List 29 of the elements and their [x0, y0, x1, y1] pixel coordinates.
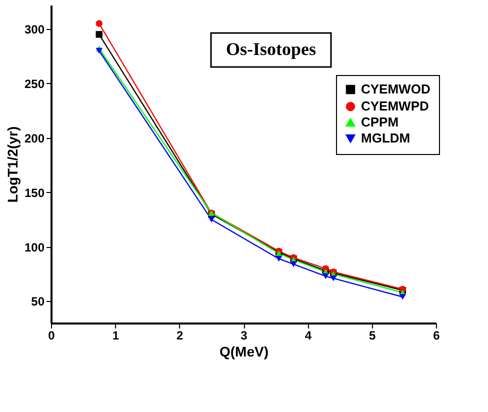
- annotation: Os-Isotopes: [226, 39, 316, 59]
- x-tick-label: 2: [176, 328, 184, 342]
- point: [275, 256, 282, 262]
- point: [330, 275, 337, 282]
- y-tick-label: 50: [31, 294, 45, 309]
- x-tick-label: 6: [433, 328, 440, 342]
- x-axis-title: Q(MeV): [220, 344, 268, 360]
- legend-label: CPPM: [361, 114, 399, 130]
- point: [208, 216, 215, 222]
- x-tick-label: 3: [240, 328, 248, 342]
- point: [96, 48, 102, 54]
- legend-label: CYEMWPD: [361, 98, 429, 114]
- legend-label: MGLDM: [361, 130, 410, 146]
- point: [322, 273, 329, 280]
- point: [96, 20, 102, 27]
- y-axis-title: LogT1/2(yr): [4, 126, 20, 203]
- y-tick-label: 200: [24, 131, 45, 146]
- y-tick-label: 300: [24, 22, 45, 36]
- x-tick-label: 0: [48, 328, 56, 342]
- point: [96, 31, 102, 38]
- y-tick-label: 100: [24, 240, 45, 254]
- point: [399, 294, 406, 300]
- y-tick-label: 250: [24, 76, 45, 91]
- x-tick-label: 5: [368, 328, 376, 342]
- legend-label: CYEMWOD: [361, 82, 430, 96]
- x-tick-label: 4: [304, 328, 312, 342]
- point: [290, 261, 297, 268]
- x-tick-label: 1: [112, 328, 120, 342]
- y-tick-label: 150: [24, 186, 45, 200]
